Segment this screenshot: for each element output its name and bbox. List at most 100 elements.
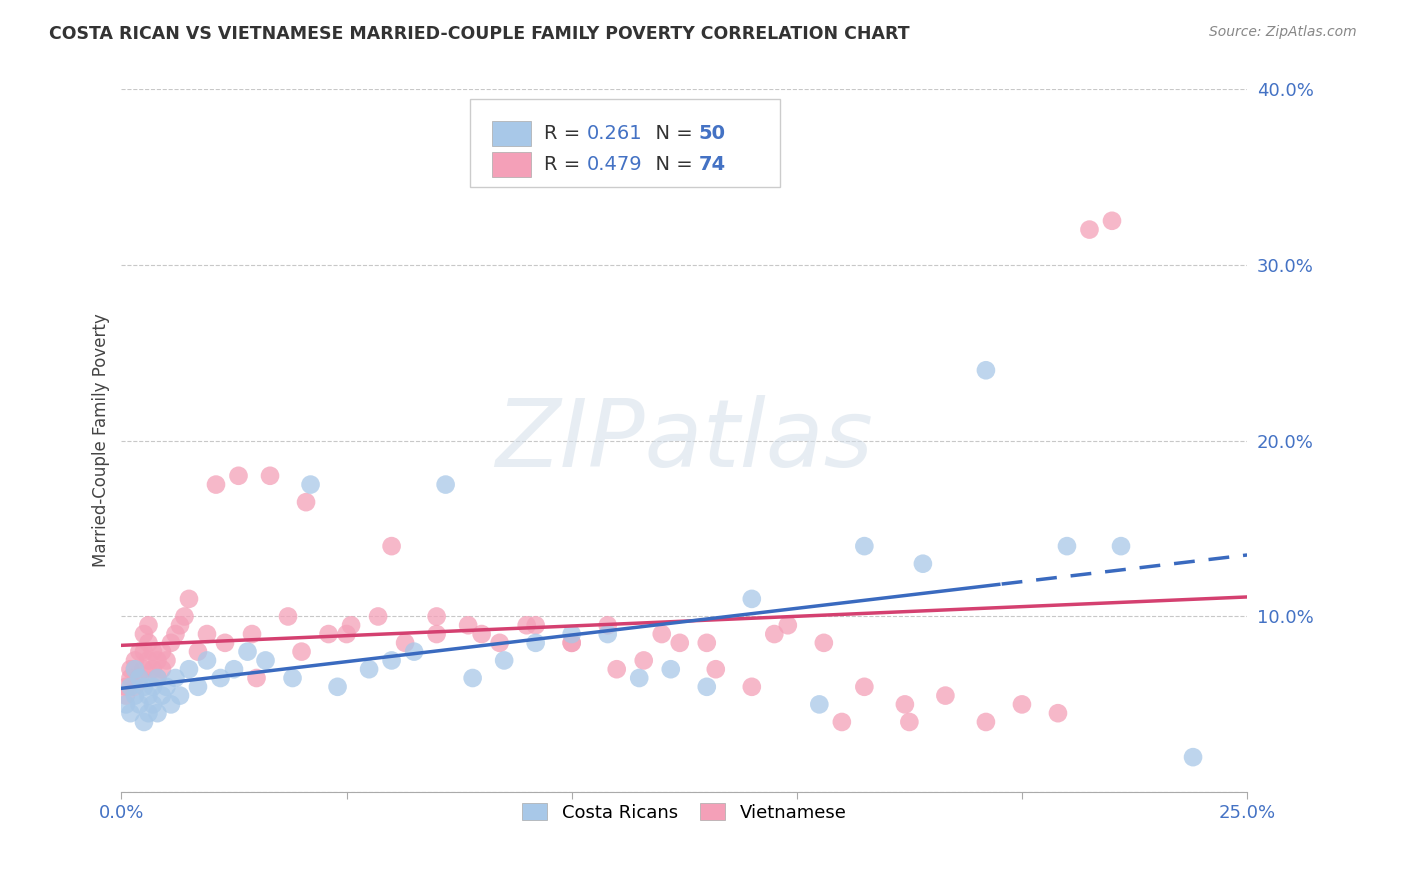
Text: COSTA RICAN VS VIETNAMESE MARRIED-COUPLE FAMILY POVERTY CORRELATION CHART: COSTA RICAN VS VIETNAMESE MARRIED-COUPLE…	[49, 25, 910, 43]
Point	[1182, 750, 1205, 764]
FancyBboxPatch shape	[471, 99, 780, 187]
Point	[381, 653, 404, 667]
Point	[461, 671, 484, 685]
Point	[290, 645, 312, 659]
Point	[911, 557, 934, 571]
Point	[138, 636, 160, 650]
Point	[259, 468, 281, 483]
Point	[236, 645, 259, 659]
Point	[124, 689, 146, 703]
Point	[138, 653, 160, 667]
Point	[651, 627, 673, 641]
Point	[494, 653, 516, 667]
Point	[155, 653, 177, 667]
Point	[696, 680, 718, 694]
Point	[138, 618, 160, 632]
Point	[128, 645, 150, 659]
Point	[596, 627, 619, 641]
Point	[524, 618, 547, 632]
Point	[142, 698, 165, 712]
Point	[228, 468, 250, 483]
Point	[1056, 539, 1078, 553]
Point	[150, 689, 173, 703]
Point	[160, 698, 183, 712]
Point	[381, 539, 404, 553]
Point	[516, 618, 538, 632]
Point	[318, 627, 340, 641]
Point	[138, 689, 160, 703]
Point	[146, 653, 169, 667]
Text: 0.479: 0.479	[586, 154, 643, 174]
Point	[659, 662, 682, 676]
Point	[150, 662, 173, 676]
Point	[132, 662, 155, 676]
Point	[606, 662, 628, 676]
Point	[831, 714, 853, 729]
Point	[120, 680, 142, 694]
Point	[628, 671, 651, 685]
Point	[561, 636, 583, 650]
Point	[128, 698, 150, 712]
Point	[254, 653, 277, 667]
Point	[195, 653, 218, 667]
Point	[177, 591, 200, 606]
Point	[704, 662, 727, 676]
Point	[132, 680, 155, 694]
Point	[169, 689, 191, 703]
Point	[434, 477, 457, 491]
Point	[335, 627, 357, 641]
Point	[471, 627, 494, 641]
Point	[561, 636, 583, 650]
Point	[245, 671, 267, 685]
Legend: Costa Ricans, Vietnamese: Costa Ricans, Vietnamese	[515, 796, 853, 829]
Point	[115, 680, 138, 694]
Point	[132, 627, 155, 641]
Point	[120, 662, 142, 676]
Point	[974, 363, 997, 377]
Point	[394, 636, 416, 650]
Point	[173, 609, 195, 624]
Point	[120, 671, 142, 685]
Point	[195, 627, 218, 641]
Point	[124, 680, 146, 694]
Point	[776, 618, 799, 632]
Point	[894, 698, 917, 712]
Point	[222, 662, 245, 676]
Point	[146, 671, 169, 685]
Point	[596, 618, 619, 632]
Point	[404, 645, 426, 659]
Point	[124, 662, 146, 676]
Point	[146, 671, 169, 685]
Point	[165, 627, 187, 641]
Point	[142, 680, 165, 694]
Point	[668, 636, 690, 650]
Point	[426, 609, 449, 624]
Text: N =: N =	[643, 154, 699, 174]
Point	[1109, 539, 1132, 553]
Point	[214, 636, 236, 650]
Point	[763, 627, 786, 641]
Text: 50: 50	[699, 124, 725, 143]
Point	[299, 477, 322, 491]
Point	[1011, 698, 1033, 712]
Point	[120, 706, 142, 721]
Point	[142, 662, 165, 676]
Point	[124, 653, 146, 667]
Text: 74: 74	[699, 154, 725, 174]
Point	[696, 636, 718, 650]
Point	[209, 671, 232, 685]
Point	[1046, 706, 1069, 721]
Point	[741, 680, 763, 694]
Point	[240, 627, 263, 641]
Text: Source: ZipAtlas.com: Source: ZipAtlas.com	[1209, 25, 1357, 39]
Point	[853, 680, 876, 694]
Point	[633, 653, 655, 667]
Point	[561, 627, 583, 641]
Point	[813, 636, 835, 650]
Point	[187, 680, 209, 694]
FancyBboxPatch shape	[492, 152, 531, 177]
Point	[138, 706, 160, 721]
Point	[281, 671, 304, 685]
Point	[155, 680, 177, 694]
Point	[128, 671, 150, 685]
